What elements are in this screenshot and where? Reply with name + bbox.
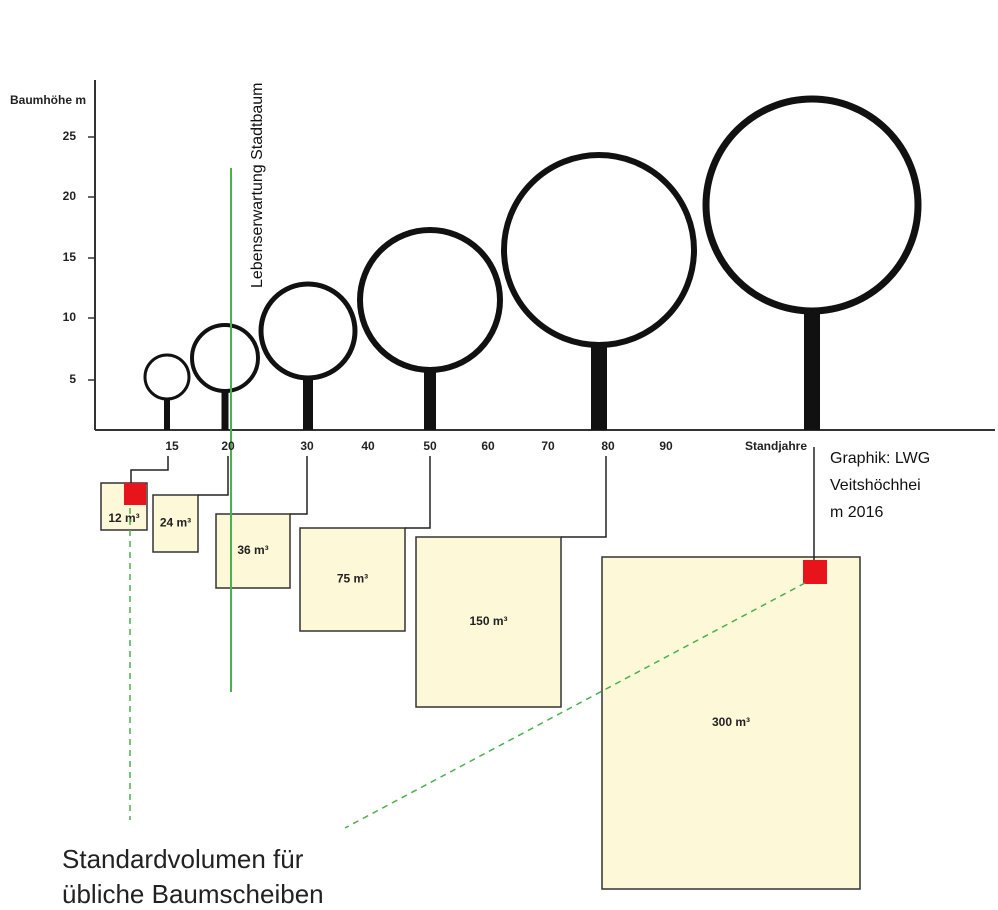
x-tick-label: 70 xyxy=(541,439,555,453)
trunk xyxy=(303,378,313,430)
trees xyxy=(143,95,922,430)
credit: m 2016 xyxy=(830,504,883,521)
connector xyxy=(290,456,308,515)
trunk xyxy=(804,311,820,430)
volume-box xyxy=(415,536,562,708)
x-tick-label: 20 xyxy=(221,439,235,453)
y-tick-label: 25 xyxy=(63,129,77,143)
connector xyxy=(561,456,607,538)
x-tick-label: 15 xyxy=(165,439,179,453)
crown xyxy=(143,353,191,401)
trunk xyxy=(164,399,170,430)
y-axis-label: Baumhöhe m xyxy=(10,93,86,107)
dashed-line xyxy=(344,582,806,829)
connector xyxy=(405,456,431,529)
volume-box xyxy=(152,494,199,553)
y-tick-label: 15 xyxy=(63,250,77,264)
credit: Veitshöchhei xyxy=(830,477,921,494)
volume-label: 36 m³ xyxy=(237,543,268,557)
y-tick-label: 5 xyxy=(69,372,76,386)
red-square xyxy=(803,560,827,584)
volume-box xyxy=(299,527,406,632)
x-axis-label: Standjahre xyxy=(745,439,807,453)
trunk xyxy=(424,370,436,430)
caption: übliche Baumscheiben xyxy=(62,879,324,909)
y-tick-label: 20 xyxy=(63,189,77,203)
volume-label: 24 m³ xyxy=(160,516,191,530)
crown xyxy=(357,227,503,373)
caption: Standardvolumen für xyxy=(62,844,304,874)
x-tick-label: 60 xyxy=(481,439,495,453)
volume-boxes: 12 m³ 24 m³ 36 m³ 75 m³ 150 m³ 300 m³ xyxy=(100,482,861,890)
credit: Graphik: LWG xyxy=(830,450,930,467)
volume-label: 75 m³ xyxy=(337,572,368,586)
connector xyxy=(130,456,169,483)
crown xyxy=(190,323,260,393)
connectors xyxy=(130,447,815,560)
red-square xyxy=(124,483,146,505)
volume-label: 150 m³ xyxy=(469,614,507,628)
x-tick-label: 30 xyxy=(300,439,314,453)
x-tick-label: 80 xyxy=(601,439,615,453)
x-tick-label: 90 xyxy=(659,439,673,453)
trunk xyxy=(591,345,607,430)
x-tick-label: 40 xyxy=(361,439,375,453)
trunk xyxy=(221,391,229,430)
annotation: Lebenserwartung Stadtbaum xyxy=(249,83,266,288)
volume-box xyxy=(601,556,861,890)
x-tick-label: 50 xyxy=(423,439,437,453)
crown xyxy=(501,152,697,348)
connector xyxy=(198,456,229,496)
crown xyxy=(702,95,922,315)
crown xyxy=(258,281,358,381)
volume-label: 300 m³ xyxy=(712,715,750,729)
y-tick-label: 10 xyxy=(63,310,77,324)
volume-label: 12 m³ xyxy=(108,511,139,525)
volume-box xyxy=(215,513,291,589)
